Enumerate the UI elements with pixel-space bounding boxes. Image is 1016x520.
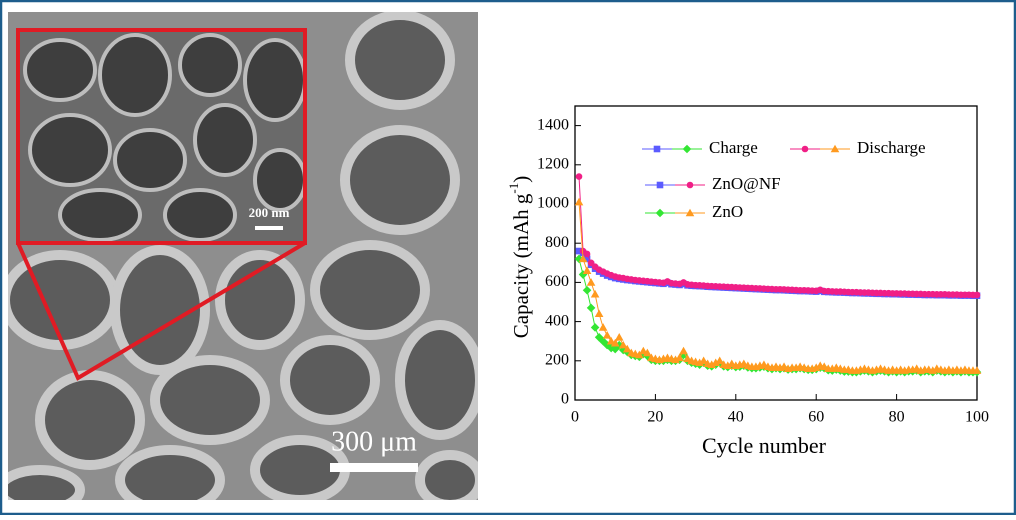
y-tick-label: 1000 [537, 195, 569, 212]
y-tick-label: 400 [545, 312, 569, 329]
x-tick-label: 0 [571, 409, 579, 426]
data-point [584, 251, 591, 258]
scale-bar [330, 463, 418, 472]
x-tick-label: 40 [728, 409, 744, 426]
y-axis-label: Capacity (mAh g-1) [506, 176, 533, 338]
legend-marker [802, 146, 809, 153]
y-label-end: ) [509, 176, 533, 183]
x-tick-label: 20 [647, 409, 663, 426]
legend-label: ZnO@NF [712, 174, 781, 193]
x-tick-label: 60 [808, 409, 824, 426]
y-tick-label: 1400 [537, 116, 569, 133]
legend-marker [657, 182, 664, 189]
inset-scale-bar [255, 226, 283, 230]
data-point [974, 292, 981, 299]
x-tick-label: 80 [889, 409, 905, 426]
inset-scale-label: 200 nm [249, 205, 290, 220]
legend-marker [687, 182, 694, 189]
data-point [576, 173, 583, 180]
y-tick-label: 1200 [537, 155, 569, 172]
y-label-main: Capacity (mAh g [509, 193, 533, 338]
legend-label: Charge [709, 138, 758, 157]
y-label-sup: -1 [506, 183, 521, 194]
x-tick-label: 100 [965, 409, 989, 426]
y-tick-label: 800 [545, 234, 569, 251]
y-tick-label: 0 [561, 391, 569, 408]
y-tick-label: 600 [545, 273, 569, 290]
scale-label: 300 μm [331, 426, 417, 457]
legend-label: Discharge [857, 138, 926, 157]
x-axis-label: Cycle number [702, 433, 827, 458]
y-tick-label: 200 [545, 351, 569, 368]
legend-marker [654, 146, 661, 153]
figure: 200 nm 300 μm 02040608010002004006008001… [0, 0, 1016, 515]
legend-label: ZnO [712, 202, 743, 221]
